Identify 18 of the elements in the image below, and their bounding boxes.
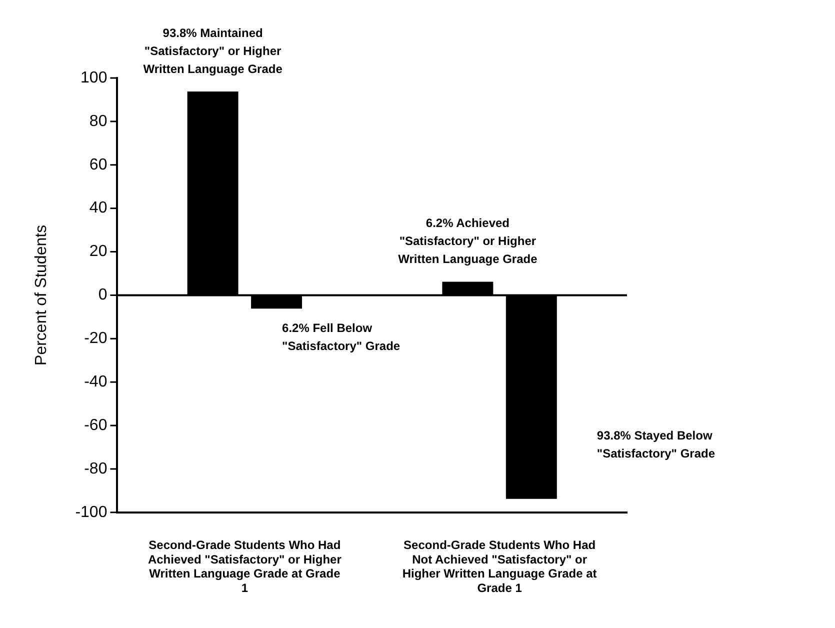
text: 93.8% Maintained "Satisfactory" or Higher Written Language Grade bbox=[143, 26, 283, 76]
y-tick-label: -40 bbox=[84, 373, 108, 390]
y-tick-label: -20 bbox=[84, 330, 108, 348]
y-tick-label: -100 bbox=[75, 504, 108, 521]
annotation: 6.2% Achieved "Satisfactory" or Higher Written Language Grade bbox=[398, 216, 538, 266]
annotation: 93.8% Stayed Below "Satisfactory" Grade bbox=[596, 428, 716, 460]
y-tick-label: 20 bbox=[89, 243, 108, 260]
y-tick-label: 40 bbox=[89, 200, 108, 217]
y-tick-label: 60 bbox=[89, 156, 108, 174]
y-tick-label: -60 bbox=[84, 416, 108, 434]
y-axis-title: Percent of Students bbox=[33, 224, 50, 366]
y-tick-label: 0 bbox=[98, 286, 108, 304]
annotation: 6.2% Fell Below "Satisfactory" Grade bbox=[282, 320, 400, 353]
y-tick-label: -80 bbox=[84, 460, 108, 478]
y-tick-label: 80 bbox=[89, 112, 108, 130]
x-tick-label: Second-Grade Students Who Had Achieved "Satisfactory" or Higher Written Language Grade at Grade 1 bbox=[148, 538, 342, 596]
y-tick-label: 100 bbox=[80, 69, 108, 86]
x-tick-label: Second-Grade Students Who Had Not Achieved "Satisfactory" or Higher Written Language Grade at Grade 1 bbox=[402, 538, 597, 596]
